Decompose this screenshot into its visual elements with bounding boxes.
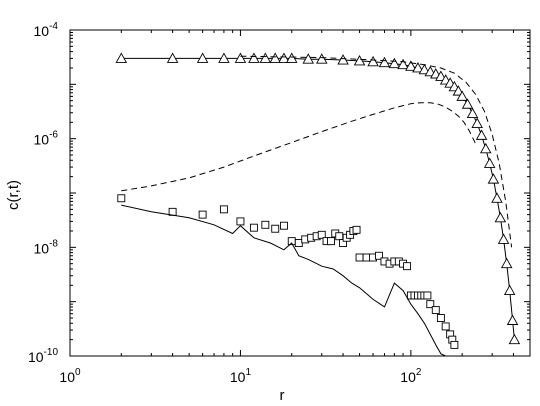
square-point bbox=[327, 237, 335, 246]
tick-layer: 100 101 102 10-10 10-8 10-6 10-4 bbox=[28, 21, 531, 385]
square-point bbox=[317, 230, 326, 239]
square-point bbox=[423, 291, 432, 300]
triangle-point bbox=[397, 58, 409, 70]
triangle-point bbox=[218, 52, 230, 63]
square-point bbox=[198, 210, 207, 219]
square-point bbox=[450, 340, 459, 349]
triangle-point bbox=[506, 314, 519, 325]
square-point bbox=[436, 314, 445, 322]
y-tick-label: 10-4 bbox=[34, 21, 59, 39]
triangle-point bbox=[483, 157, 496, 168]
triangle-point bbox=[278, 52, 290, 63]
square-point bbox=[375, 251, 383, 260]
triangle-point bbox=[491, 192, 503, 203]
square-point bbox=[426, 300, 435, 309]
triangle-point bbox=[367, 55, 379, 67]
x-tick-label: 102 bbox=[400, 367, 422, 385]
triangle-point bbox=[418, 63, 431, 75]
triangle-point bbox=[166, 52, 179, 63]
triangle-point bbox=[461, 98, 474, 109]
triangle-point bbox=[378, 56, 391, 68]
square-point bbox=[279, 221, 288, 230]
square-point bbox=[335, 232, 344, 241]
series-line-1 bbox=[240, 55, 513, 248]
y-tick-label: 10-8 bbox=[34, 238, 59, 256]
triangle-point bbox=[234, 52, 247, 63]
y-axis-label: c(r,t) bbox=[5, 180, 22, 210]
triangle-point bbox=[456, 90, 468, 101]
square-point bbox=[431, 306, 440, 315]
series-line-4 bbox=[121, 204, 446, 357]
square-point bbox=[441, 322, 450, 331]
square-point bbox=[403, 262, 412, 271]
triangle-point bbox=[475, 129, 488, 140]
square-point bbox=[362, 253, 371, 262]
triangle-point bbox=[497, 233, 510, 244]
triangle-point bbox=[479, 142, 492, 154]
triangle-point bbox=[466, 107, 479, 118]
triangle-point bbox=[405, 60, 417, 71]
triangle-point bbox=[494, 211, 507, 223]
series-line-2 bbox=[121, 102, 477, 192]
triangle-point bbox=[487, 173, 500, 184]
square-point bbox=[294, 239, 303, 247]
triangle-point bbox=[353, 54, 366, 66]
triangle-point bbox=[115, 52, 128, 63]
y-tick-label: 10-10 bbox=[28, 347, 58, 365]
triangle-point bbox=[503, 284, 516, 296]
triangle-point bbox=[248, 52, 260, 63]
square-point bbox=[261, 220, 270, 229]
square-point bbox=[355, 253, 364, 262]
triangle-point bbox=[508, 333, 521, 345]
triangle-point bbox=[337, 54, 349, 65]
x-tick-label: 101 bbox=[230, 367, 252, 385]
triangle-point bbox=[269, 52, 281, 63]
triangle-point bbox=[388, 57, 401, 69]
square-point bbox=[117, 194, 126, 203]
triangle-point bbox=[285, 52, 298, 63]
triangle-point bbox=[435, 70, 447, 81]
square-point bbox=[271, 224, 280, 233]
x-tick-label: 100 bbox=[59, 367, 81, 385]
y-tick-label: 10-6 bbox=[34, 130, 59, 148]
square-point bbox=[249, 223, 258, 232]
series-layer bbox=[115, 52, 521, 357]
triangle-point bbox=[259, 52, 272, 63]
square-point bbox=[352, 225, 361, 234]
triangle-point bbox=[500, 257, 513, 269]
x-axis-label: r bbox=[280, 387, 285, 404]
square-point bbox=[219, 205, 228, 214]
triangle-point bbox=[196, 52, 209, 63]
triangle-point bbox=[412, 62, 424, 73]
triangle-point bbox=[315, 53, 328, 64]
triangle-point bbox=[302, 53, 315, 64]
triangle-point bbox=[471, 117, 483, 128]
square-point bbox=[236, 217, 245, 226]
